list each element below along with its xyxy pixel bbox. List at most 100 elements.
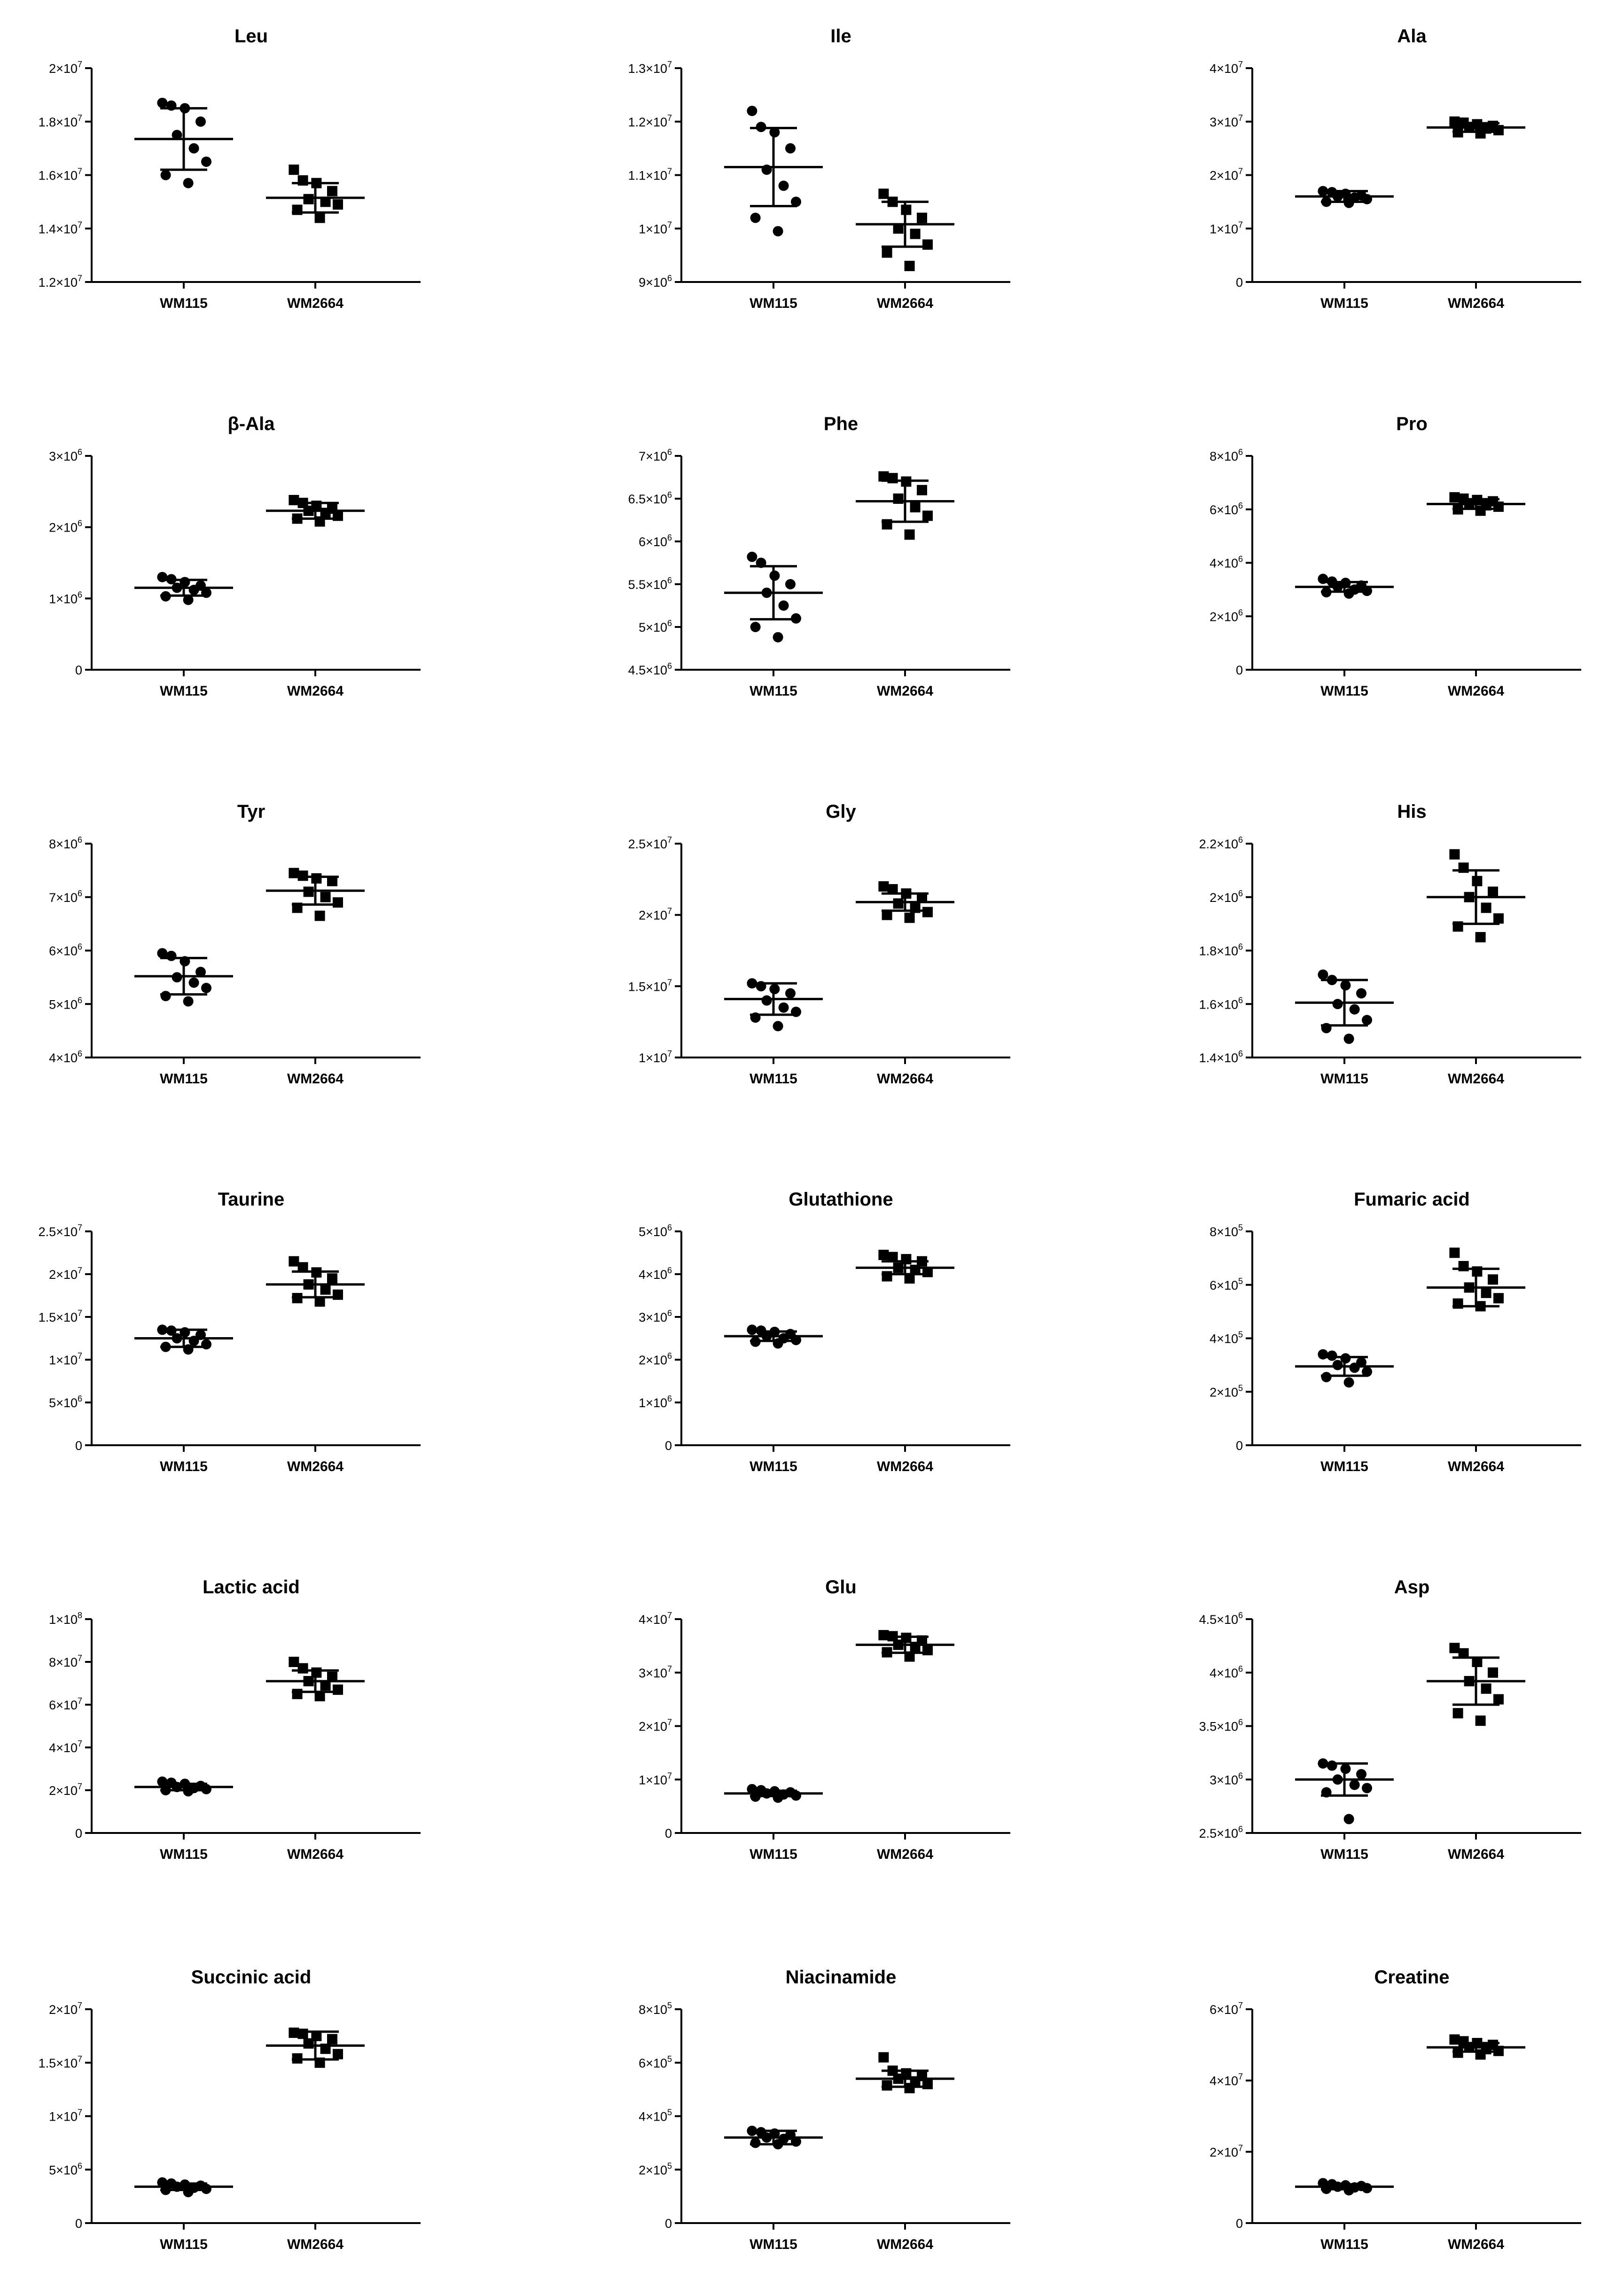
y-tick-label: 2×106 [1210,889,1243,905]
y-tick-label: 4×107 [49,1739,82,1755]
data-point [292,1689,303,1699]
data-point [910,1642,921,1652]
data-point [157,97,168,108]
chart-panel: Glu 0 1×107 2×107 3×107 4×107 WM115 WM2664 [639,1577,1010,1862]
data-point [314,910,325,921]
data-point [1343,1814,1354,1825]
x-category-label: WM115 [750,1459,797,1474]
data-point [878,1250,889,1261]
data-point [201,157,211,167]
data-point [904,260,915,271]
data-point [160,991,171,1002]
data-point [747,106,757,116]
data-point [1488,1274,1498,1285]
y-tick-label: 2×107 [49,2001,82,2017]
y-tick-label: 7×106 [49,889,82,905]
chart-panel: Fumaric acid 0 2×105 4×105 6×105 8×105 WM115 WM… [1210,1189,1581,1474]
y-tick-label: 6×105 [1210,1277,1243,1292]
data-point [882,909,892,920]
data-point [320,1284,331,1295]
chart-title: Ile [830,26,851,47]
data-point [166,950,177,961]
y-tick-label: 1.2×107 [628,113,672,129]
x-category-label: WM115 [750,1071,797,1087]
y-tick-label: 4.5×106 [628,661,672,677]
chart-panel: Glutathione 0 1×106 2×106 3×106 4×106 5×106 WM1… [639,1189,1010,1474]
data-point [1481,1287,1491,1298]
y-tick-label: 1×107 [639,220,672,236]
data-point [1362,1015,1372,1026]
y-tick-label: 8×105 [639,2001,672,2017]
y-tick-label: 0 [665,1439,672,1453]
chart-panel: Niacinamide 0 2×105 4×105 6×105 8×105 WM115 WM2… [639,1967,1010,2252]
y-tick-label: 2.5×107 [39,1223,82,1239]
y-tick-label: 5×106 [49,1394,82,1410]
x-category-label: WM2664 [877,1459,933,1474]
x-category-label: WM2664 [1448,296,1504,311]
chart-title: Ala [1397,26,1427,47]
x-category-label: WM2664 [287,683,344,699]
x-category-label: WM2664 [287,1071,344,1087]
y-tick-label: 8×107 [49,1653,82,1669]
data-point [878,1630,889,1641]
data-point [747,551,757,562]
y-tick-label: 1.8×106 [1199,942,1243,958]
y-tick-label: 2×105 [1210,1383,1243,1399]
y-tick-label: 3×106 [639,1308,672,1324]
y-tick-label: 6×107 [49,1696,82,1712]
data-point [1343,1377,1354,1388]
y-tick-label: 0 [1236,2216,1243,2231]
data-point [778,600,789,611]
data-point [750,622,761,632]
x-category-label: WM115 [750,296,797,311]
data-point [917,485,927,495]
data-point [289,164,299,175]
y-tick-label: 5×106 [49,995,82,1011]
data-point [791,196,801,207]
y-tick-label: 9×106 [639,274,672,290]
y-tick-label: 0 [665,1826,672,1840]
data-point [195,967,206,977]
x-category-label: WM115 [1320,1847,1368,1862]
data-point [1449,1643,1460,1653]
y-tick-label: 2.5×106 [1199,1825,1243,1840]
y-tick-label: 3.5×106 [1199,1718,1243,1734]
data-point [1362,1783,1372,1793]
y-tick-label: 4×107 [639,1611,672,1627]
y-tick-label: 2×106 [639,1351,672,1367]
chart-panel: Phe 4.5×106 5×106 5.5×106 6×106 6.5×106 7×106 W… [628,414,1010,699]
x-category-label: WM2664 [287,1847,344,1862]
x-category-label: WM2664 [877,1071,933,1087]
data-point [917,212,927,223]
data-point [917,893,927,903]
chart-title: Phe [824,414,858,434]
data-point [878,188,889,199]
y-tick-label: 1.1×107 [628,167,672,183]
y-tick-label: 1.6×106 [1199,995,1243,1011]
data-point [1321,1371,1332,1382]
y-tick-label: 2.2×106 [1199,835,1243,851]
data-point [314,1296,325,1307]
y-tick-label: 4×106 [639,1266,672,1282]
y-tick-label: 4×105 [639,2108,672,2124]
chart-title: Asp [1394,1577,1430,1598]
y-tick-label: 0 [75,1826,82,1840]
data-point [201,983,211,994]
y-tick-label: 1.3×107 [628,60,672,76]
data-point [297,2028,308,2039]
data-point [1449,1247,1460,1258]
chart-panel: β-Ala 0 1×106 2×106 3×106 WM115 WM2664 [49,414,421,699]
y-tick-label: 8×105 [1210,1223,1243,1239]
y-tick-label: 0 [1236,275,1243,290]
data-point [303,2038,314,2049]
data-point [893,898,904,909]
data-point [333,897,343,908]
data-point [773,226,783,236]
data-point [1458,1648,1469,1659]
x-category-label: WM115 [160,683,208,699]
y-tick-label: 1×107 [49,2108,82,2124]
y-tick-label: 1×106 [49,590,82,606]
y-tick-label: 6×106 [1210,501,1243,517]
y-tick-label: 0 [665,2216,672,2231]
data-point [1493,1293,1504,1304]
